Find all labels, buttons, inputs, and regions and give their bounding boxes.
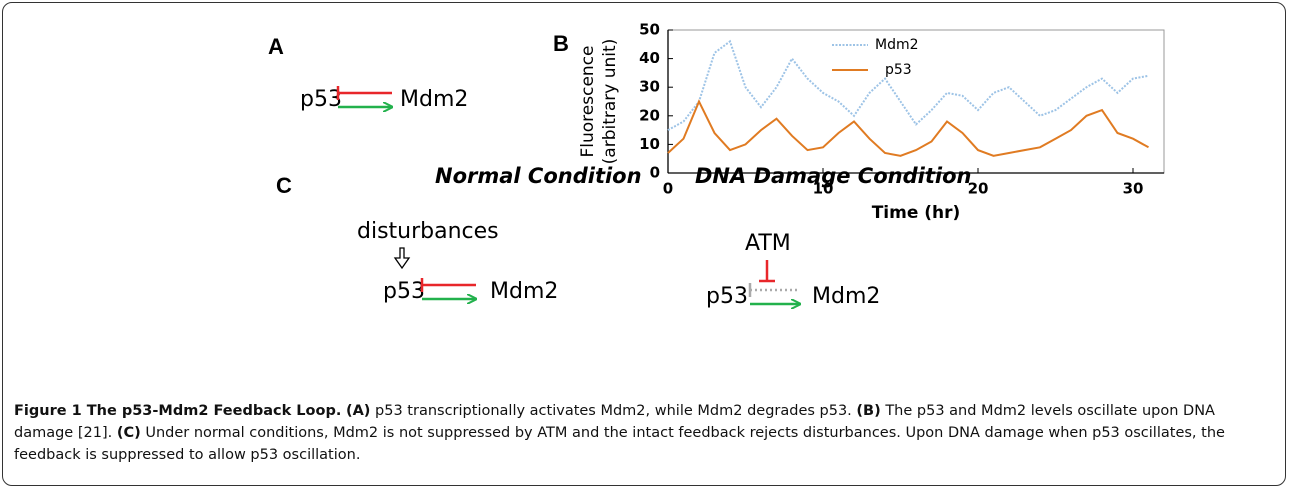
panel-label: B (553, 31, 569, 56)
y-tick-label: 0 (650, 164, 660, 182)
panel-label: A (268, 34, 284, 59)
x-tick-label: 30 (1123, 180, 1144, 198)
node-label: Mdm2 (490, 279, 558, 304)
condition-title: DNA Damage Condition (695, 164, 971, 188)
y-tick-label: 50 (639, 21, 660, 39)
disturbance-arrow (393, 247, 411, 270)
figure-title: Figure 1 The p53-Mdm2 Feedback Loop. (14, 403, 342, 419)
caption-text: p53 transcriptionally activates Mdm2, wh… (375, 403, 852, 419)
caption-label: (A) (345, 403, 371, 419)
condition-title: Normal Condition (435, 164, 642, 188)
x-tick-label: 0 (663, 180, 673, 198)
caption-text: Under normal conditions, Mdm2 is not sup… (14, 425, 1225, 463)
panel-label: C (276, 173, 292, 198)
input-label: disturbances (357, 219, 499, 244)
legend-label: p53 (885, 62, 912, 78)
caption-text: The p53 and Mdm2 levels oscillate upon D… (14, 403, 1215, 441)
node-label: p53 (383, 279, 425, 304)
caption: Figure 1 The p53-Mdm2 Feedback Loop. (A)… (14, 400, 1276, 466)
y-axis-label: Fluorescence (578, 46, 598, 158)
x-tick-label: 20 (968, 180, 989, 198)
node-label: p53 (300, 87, 342, 112)
data-line (667, 99, 1149, 157)
chart: 0 10 20 30 40 50 0 10 20 30 Time (hr) Fluorescence(… (578, 21, 1165, 223)
x-tick-label: 10 (813, 180, 834, 198)
input-label: ATM (745, 231, 791, 256)
legend-label: Mdm2 (875, 37, 919, 53)
y-tick-label: 30 (639, 78, 660, 96)
caption-label: (C) (116, 425, 141, 441)
node-label: p53 (706, 284, 748, 309)
y-tick-label: 40 (639, 49, 660, 67)
node-label: Mdm2 (812, 284, 880, 309)
y-tick-label: 10 (639, 135, 660, 153)
y-tick-label: 20 (639, 106, 660, 124)
node-label: Mdm2 (400, 87, 468, 112)
data-line (667, 39, 1149, 131)
y-axis-label: (arbitrary unit) (600, 39, 620, 165)
x-axis-label: Time (hr) (872, 203, 961, 223)
figure: A p53 Mdm2 C Normal Condition disturbanc… (268, 21, 1165, 309)
caption-label: (B) (856, 403, 881, 419)
